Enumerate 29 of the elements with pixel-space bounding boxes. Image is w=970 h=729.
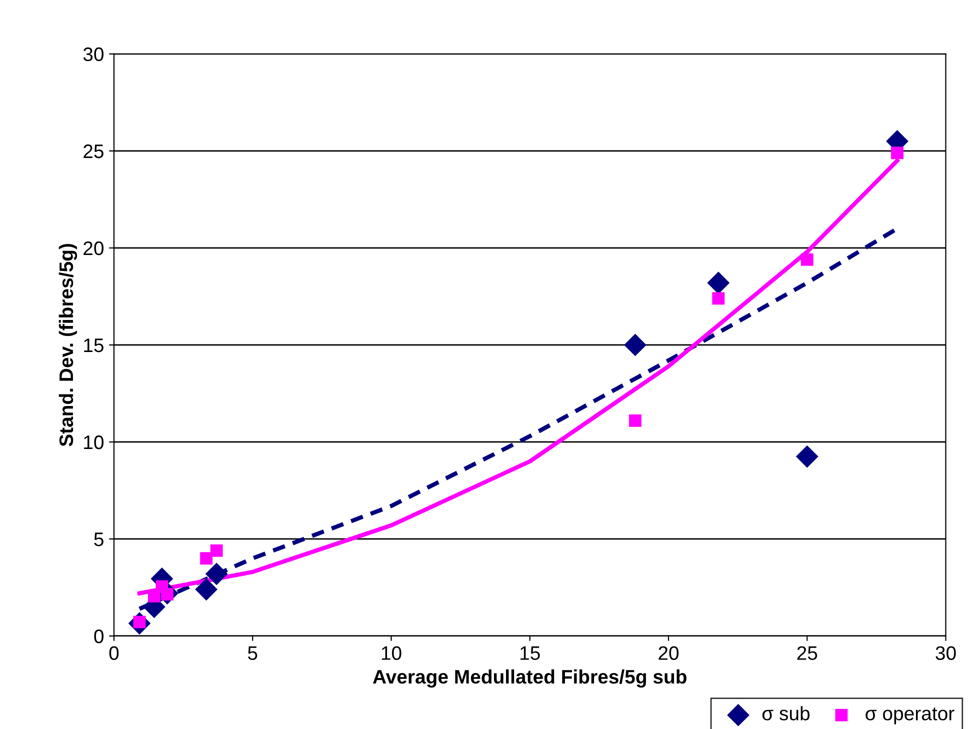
x-tick-label: 20 (658, 646, 679, 660)
point (624, 334, 646, 356)
point (707, 272, 730, 294)
y-tick-label: 5 (94, 532, 104, 546)
y-tick-label: 15 (84, 338, 104, 352)
point (891, 146, 904, 160)
point (796, 445, 818, 468)
y-tick-label: 0 (94, 629, 104, 644)
y-tick-label: 30 (83, 47, 104, 62)
legend-label: σ operator (866, 708, 954, 724)
y-axis-title: Stand. Dev. (fibres/5g) (58, 244, 78, 446)
point (712, 292, 725, 305)
x-tick-label: 0 (109, 646, 119, 660)
y-tick-label: 20 (84, 241, 104, 256)
legend-label: σ sub (762, 706, 810, 720)
x-axis-title: Average Medullated Fibres/5g sub (372, 669, 686, 688)
point (800, 253, 814, 266)
point (195, 578, 218, 601)
point (205, 562, 228, 586)
point (200, 552, 213, 565)
point (210, 544, 223, 557)
x-tick-label: 30 (936, 646, 956, 660)
point (629, 414, 642, 427)
x-tick-label: 5 (248, 646, 258, 660)
x-tick-label: 10 (382, 646, 402, 660)
y-tick-label: 25 (84, 144, 104, 158)
x-tick-label: 25 (797, 646, 818, 660)
x-tick-label: 15 (520, 646, 540, 660)
y-tick-label: 10 (84, 435, 104, 450)
